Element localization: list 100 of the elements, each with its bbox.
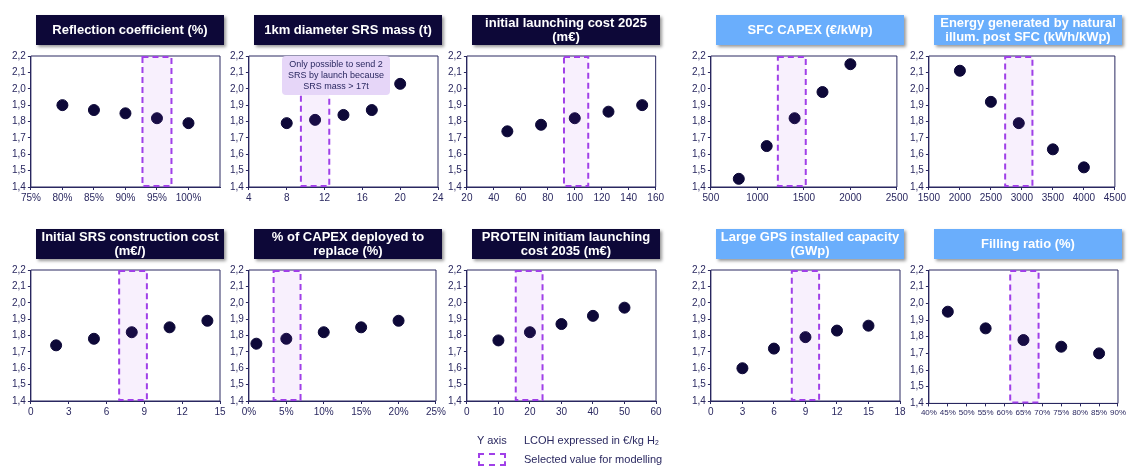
chart-title: Initial SRS construction cost (m€/) (36, 229, 224, 259)
x-tick-label: 12 (176, 405, 189, 417)
y-tick-label: 1,9 (448, 98, 463, 110)
x-tick-label: 20 (524, 405, 536, 417)
x-tick-label: 1500 (917, 191, 941, 203)
chart-title: PROTEIN initiam launching cost 2035 (m€) (472, 229, 660, 259)
x-tick-label: 90% (1109, 408, 1126, 418)
point (586, 309, 599, 322)
x-tick-label: 20 (394, 191, 407, 203)
x-tick-label: 55% (977, 408, 994, 418)
y-tick-label: 2,1 (230, 66, 245, 78)
x-tick-label: 40 (587, 405, 599, 417)
y-tick-label: 2,2 (230, 49, 245, 61)
y-tick-label: 1,7 (692, 131, 707, 143)
x-tick-label: 2000 (948, 191, 972, 203)
y-tick-label: 1,5 (448, 164, 463, 176)
y-tick-label: 1,9 (448, 312, 463, 324)
y-tick-label: 1,5 (12, 378, 27, 390)
x-tick-label: 15 (862, 405, 875, 417)
y-tick-label: 1,6 (230, 362, 245, 373)
x-tick-label: 50 (618, 405, 631, 417)
point (1093, 347, 1106, 360)
x-tick-label: 95% (146, 191, 168, 203)
x-tick-label: 40% (920, 408, 937, 418)
point (953, 64, 966, 77)
y-tick-label: 1,6 (12, 362, 27, 373)
y-tick-label: 1,7 (448, 131, 463, 143)
y-tick-label: 1,5 (910, 380, 925, 392)
point (1012, 117, 1025, 130)
x-tick-label: 45% (939, 408, 956, 418)
point (355, 321, 368, 334)
chart-title: % of CAPEX deployed to replace (%) (254, 229, 442, 259)
y-tick-label: 1,9 (692, 312, 707, 324)
point (119, 107, 132, 120)
y-tick-label: 1,9 (692, 98, 707, 110)
x-tick-label: 500 (702, 191, 720, 203)
y-tick-label: 2,2 (692, 263, 707, 275)
point (365, 104, 378, 117)
x-tick-label: 75% (20, 191, 42, 203)
y-tick-label: 1,8 (230, 115, 245, 127)
y-tick-label: 1,6 (12, 148, 27, 159)
y-tick-label: 1,4 (910, 180, 925, 192)
x-tick-label: 3500 (1041, 191, 1065, 203)
y-tick-label: 1,6 (692, 362, 707, 373)
point (250, 337, 263, 350)
point (280, 117, 293, 130)
y-tick-label: 1,6 (230, 148, 245, 159)
point (392, 314, 405, 327)
x-tick-label: 6 (103, 405, 110, 417)
point (862, 319, 875, 332)
y-tick-label: 1,4 (910, 397, 925, 409)
y-tick-label: 1,7 (230, 345, 245, 357)
x-tick-label: 0 (464, 405, 471, 417)
y-tick-label: 1,7 (12, 131, 27, 143)
y-tick-label: 2,1 (910, 280, 925, 292)
x-tick-label: 40 (488, 191, 500, 203)
chart-title: SFC CAPEX (€/kWp) (716, 15, 904, 45)
chart-title: 1km diameter SRS mass (t) (254, 15, 442, 45)
x-tick-label: 3 (739, 405, 746, 417)
x-tick-label: 9 (141, 405, 148, 417)
x-tick-label: 9 (802, 405, 809, 417)
x-tick-label: 90% (115, 191, 136, 203)
point (984, 95, 997, 108)
y-tick-label: 1,9 (910, 98, 925, 110)
x-tick-label: 65% (1015, 408, 1032, 418)
y-tick-label: 1,7 (230, 131, 245, 143)
x-tick-label: 0% (241, 405, 257, 417)
x-tick-label: 60 (515, 191, 527, 203)
y-tick-label: 2,1 (230, 280, 245, 292)
x-tick-label: 60 (650, 405, 662, 417)
chart-title: Energy generated by natural illum. post SFC (kWh/kWp) (934, 15, 1122, 45)
x-tick-label: 10% (313, 405, 334, 417)
y-tick-label: 1,8 (692, 115, 707, 127)
chart-title: initial launching cost 2025 (m€) (472, 15, 660, 45)
point (523, 326, 536, 339)
x-tick-label: 15% (351, 405, 372, 417)
point (1017, 334, 1030, 347)
y-tick-label: 2,0 (448, 296, 463, 308)
point (201, 314, 214, 327)
y-tick-label: 1,6 (692, 148, 707, 159)
y-tick-label: 2,2 (910, 263, 925, 275)
y-tick-label: 2,2 (910, 49, 925, 61)
y-tick-label: 1,7 (910, 347, 925, 359)
y-tick-label: 1,4 (692, 394, 707, 406)
point (618, 301, 631, 314)
x-tick-label: 80% (52, 191, 73, 203)
x-tick-label: 12 (318, 191, 331, 203)
point (56, 99, 69, 112)
point (602, 105, 615, 118)
x-tick-label: 30 (555, 405, 568, 417)
point (844, 58, 857, 71)
x-tick-label: 4500 (1103, 191, 1127, 203)
point (555, 318, 568, 331)
y-tick-label: 1,7 (692, 345, 707, 357)
y-tick-label: 2,0 (910, 297, 925, 309)
y-tick-label: 1,8 (910, 330, 925, 342)
annotation: Only possible to send 2 SRS by launch because SRS mass > 17t (282, 56, 390, 95)
x-tick-label: 85% (83, 191, 105, 203)
y-tick-label: 2,1 (448, 66, 463, 78)
y-tick-label: 1,4 (230, 180, 245, 192)
